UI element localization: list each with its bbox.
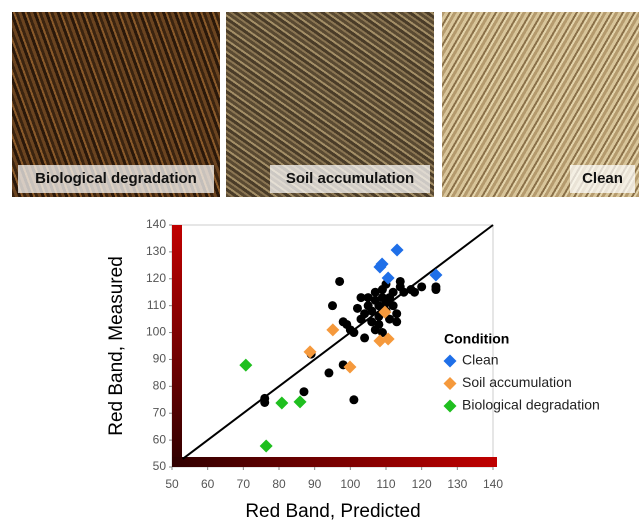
x-tick-label: 60 xyxy=(201,477,215,491)
y-axis-label: Red Band, Measured xyxy=(106,256,127,436)
y-tick-label: 90 xyxy=(153,352,167,366)
point xyxy=(410,288,419,297)
y-tick-label: 70 xyxy=(153,405,167,419)
point xyxy=(328,301,337,310)
y-tick-label: 120 xyxy=(146,271,166,285)
x-tick-label: 120 xyxy=(412,477,432,491)
y-tick-label: 60 xyxy=(153,432,167,446)
point xyxy=(431,285,440,294)
legend-label: Soil accumulation xyxy=(462,374,572,390)
point xyxy=(353,304,362,313)
y-tick-label: 110 xyxy=(147,298,166,312)
point xyxy=(299,387,308,396)
x-tick-label: 110 xyxy=(376,477,395,491)
point xyxy=(360,333,369,342)
x-tick-label: 140 xyxy=(483,477,503,491)
point xyxy=(349,395,358,404)
point xyxy=(374,320,383,329)
point xyxy=(392,317,401,326)
x-tick-label: 50 xyxy=(165,477,179,491)
chart: Red Band, Measured Red Band, Predicted C… xyxy=(0,0,639,527)
x-tick-label: 90 xyxy=(308,477,322,491)
legend-label: Clean xyxy=(462,352,499,368)
point xyxy=(324,368,333,377)
x-tick-label: 80 xyxy=(272,477,286,491)
point xyxy=(335,277,344,286)
legend-label: Biological degradation xyxy=(462,397,600,413)
x-axis-label: Red Band, Predicted xyxy=(245,501,420,522)
point xyxy=(389,301,398,310)
y-tick-label: 100 xyxy=(146,325,166,339)
x-tick-label: 70 xyxy=(237,477,251,491)
point xyxy=(389,288,398,297)
page: Biological degradation Soil accumulation… xyxy=(0,0,639,527)
y-tick-label: 130 xyxy=(146,244,166,258)
point xyxy=(260,394,269,403)
legend-title: Condition xyxy=(444,331,509,347)
point xyxy=(367,307,376,316)
y-tick-label: 140 xyxy=(146,217,166,231)
x-tick-label: 100 xyxy=(340,477,360,491)
axis-band xyxy=(172,457,497,467)
point xyxy=(392,309,401,318)
y-tick-label: 80 xyxy=(153,379,167,393)
y-tick-label: 50 xyxy=(153,459,167,473)
axis-band xyxy=(172,225,182,467)
x-tick-label: 130 xyxy=(447,477,467,491)
point xyxy=(417,282,426,291)
point xyxy=(349,328,358,337)
